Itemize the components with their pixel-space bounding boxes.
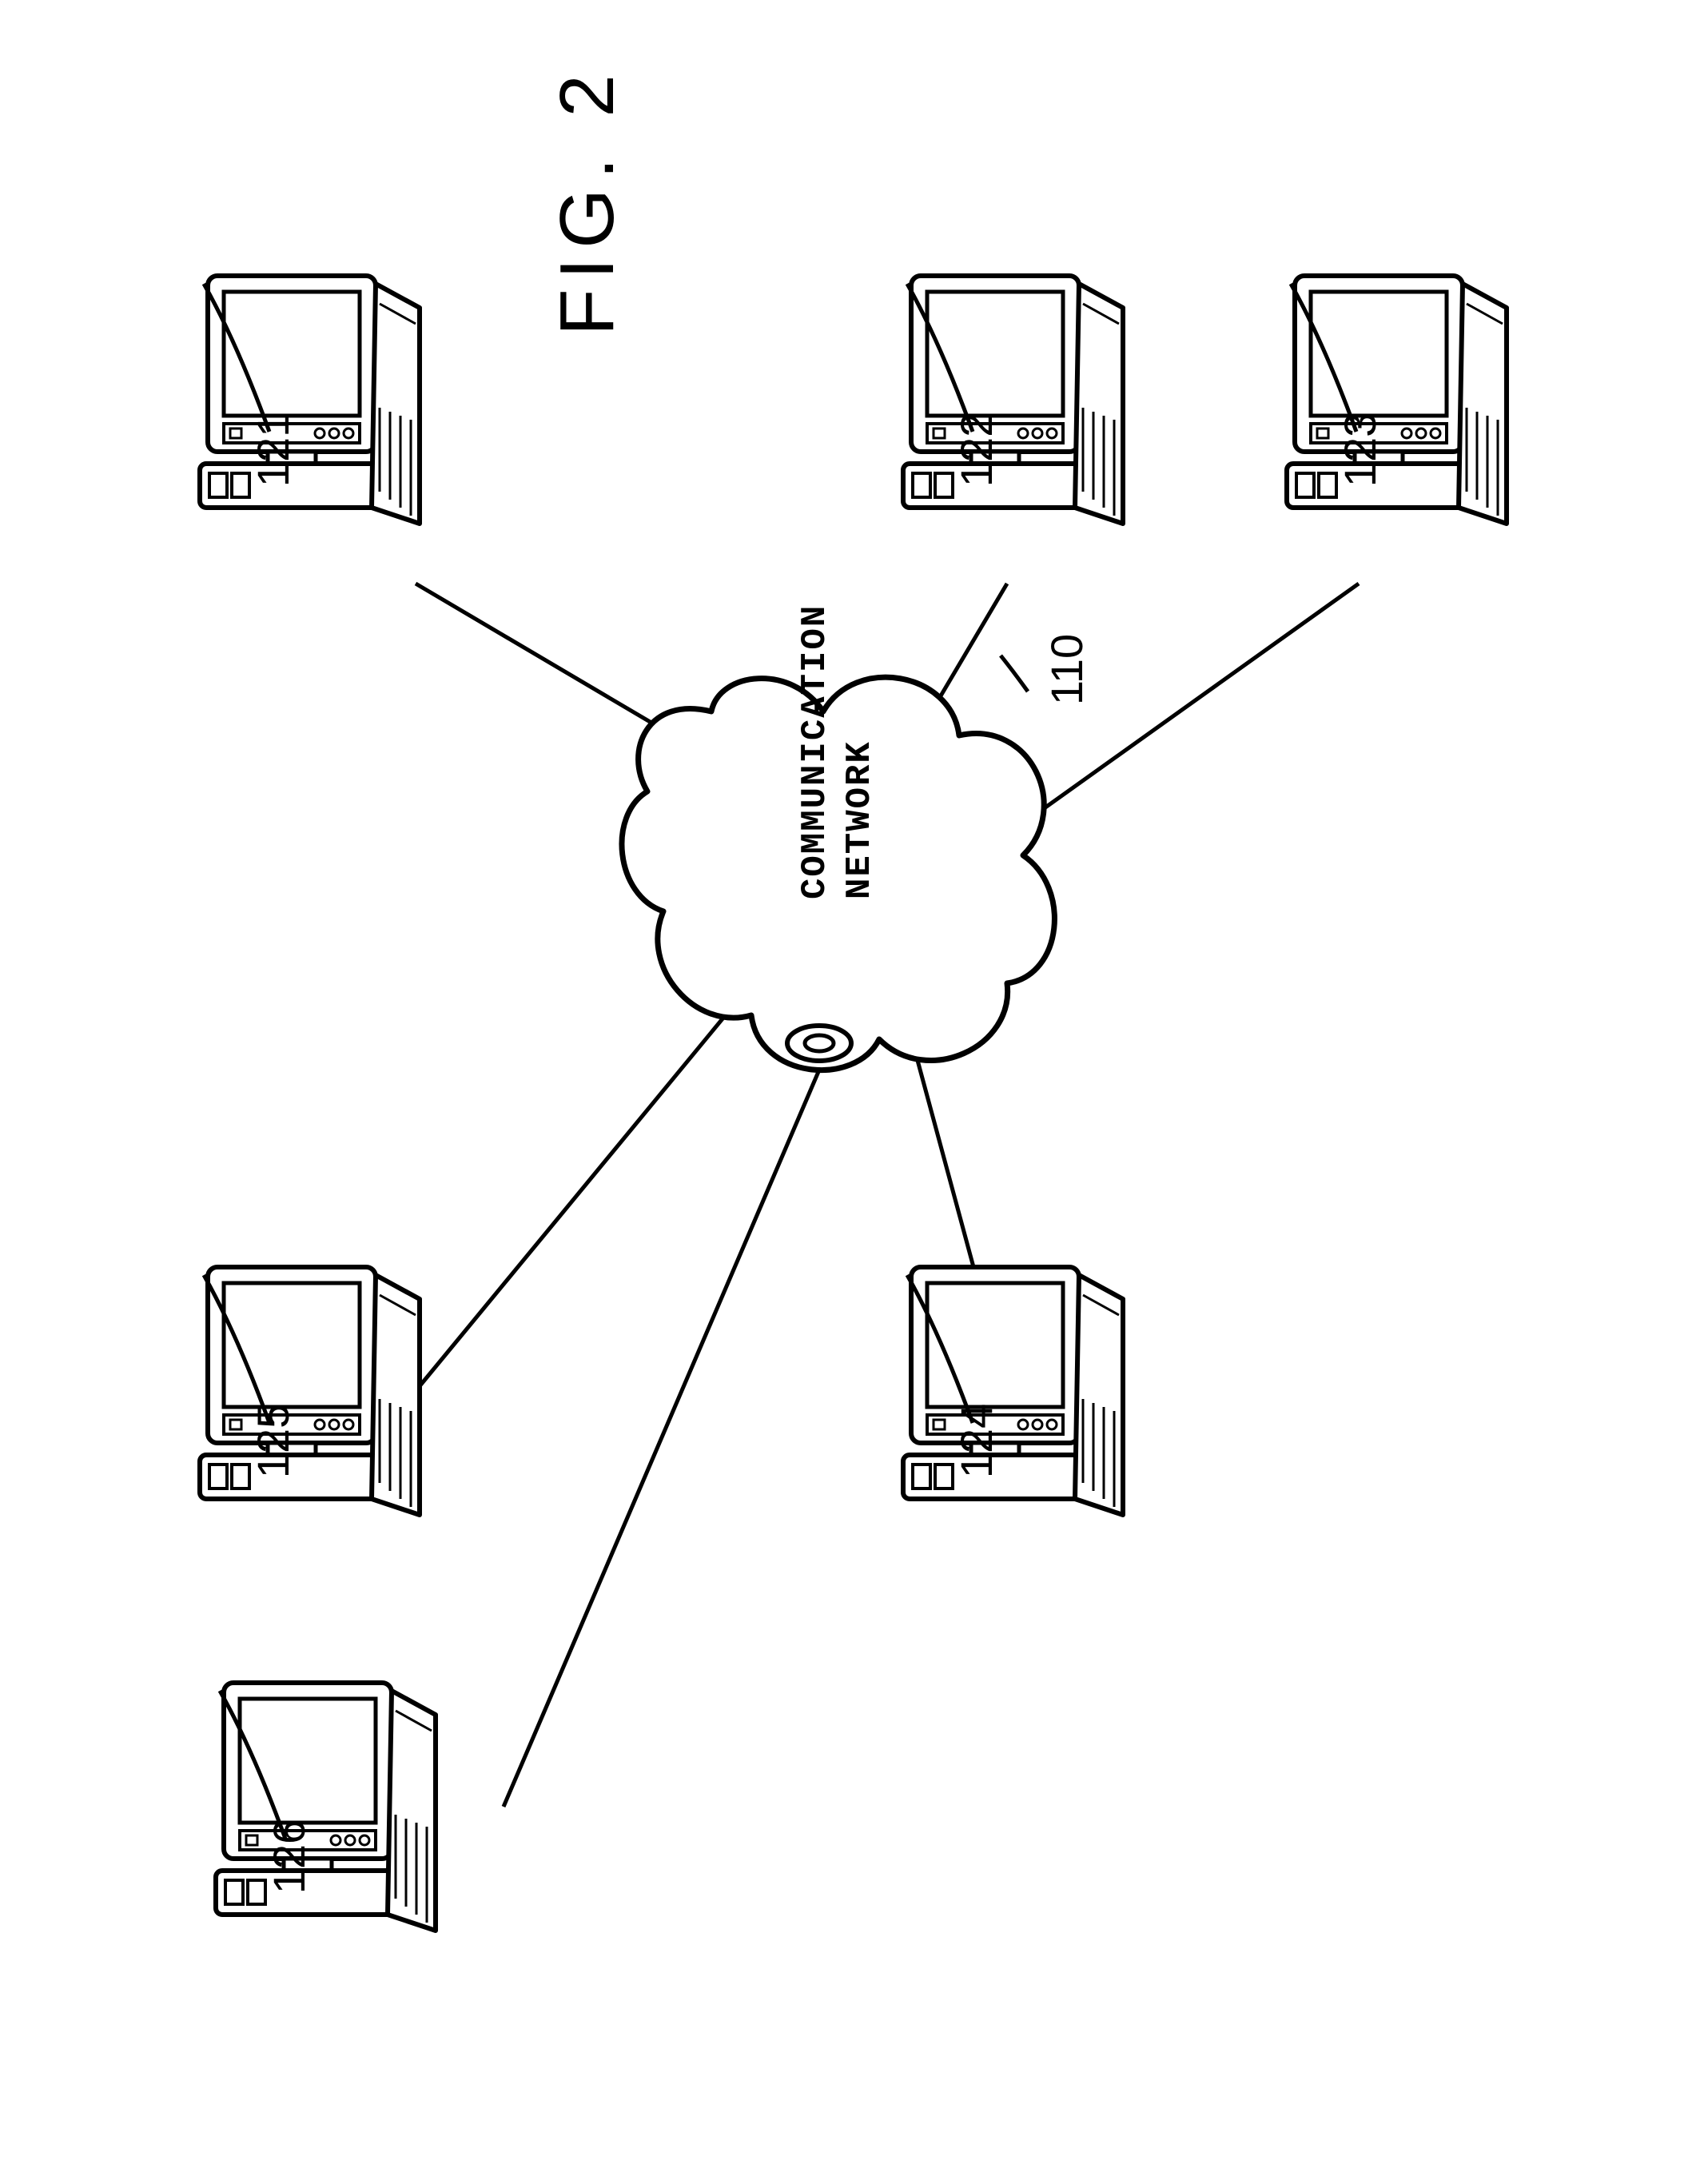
node-label-125: 125 [247,1404,299,1478]
network-edge [504,1023,839,1807]
node-label-123: 123 [1334,412,1386,487]
computer-node-123 [1287,276,1507,524]
node-label-126: 126 [263,1819,315,1894]
diagram-svg [0,0,1700,2184]
cloud-ref-number: 110 [1041,634,1093,705]
computer-node-126 [216,1683,436,1931]
network-edge [416,1003,735,1391]
node-label-121: 121 [247,412,299,487]
computer-node-125 [200,1267,420,1515]
computers [200,276,1507,1931]
computer-node-121 [200,276,420,524]
cloud-network [622,677,1054,1070]
figure-title: FIG. 2 [543,65,631,336]
computer-node-122 [903,276,1123,524]
computer-node-124 [903,1267,1123,1515]
diagram-container: FIG. 2 COMMUNICATION NETWORK 110 1211221… [0,0,1700,2184]
node-label-122: 122 [950,412,1002,487]
node-label-124: 124 [950,1404,1002,1478]
